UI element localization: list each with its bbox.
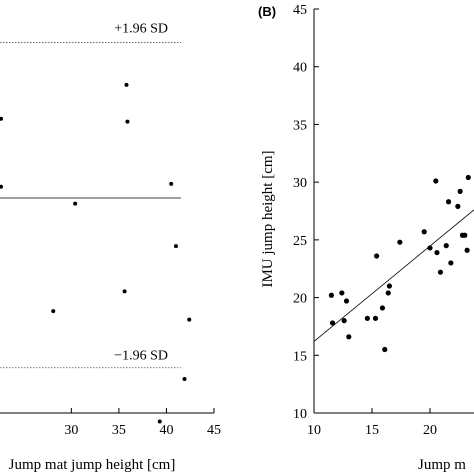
panel-b-point: [346, 334, 352, 340]
panel-a-point: [122, 289, 127, 294]
panel-a-point: [182, 377, 187, 382]
panel-b-y-axis-label: IMU jump height [cm]: [260, 150, 276, 287]
panel-a-points: [0, 82, 192, 424]
panel-b-point: [448, 260, 454, 266]
panel-a-bland-altman: 30 35 40 45 +1.96 SD −1.96 SD Jump mat jump…: [0, 21, 221, 473]
panel-a-point: [51, 309, 56, 314]
panel-b-point: [372, 315, 379, 321]
panel-b-y-tick-label: 20: [293, 292, 307, 307]
panel-a-upper-limit-label: +1.96 SD: [114, 21, 168, 36]
panel-b-point: [382, 346, 388, 353]
panel-b-x-axis-label: Jump m: [418, 457, 466, 473]
panel-b-y-tick-label: 10: [293, 407, 307, 422]
panel-b-point: [397, 239, 403, 245]
panel-b-point: [385, 290, 391, 296]
panel-a-point: [0, 184, 3, 189]
panel-b-point: [427, 245, 433, 251]
panel-a-x-tick-label: 30: [64, 423, 78, 438]
panel-b-points: [328, 174, 471, 353]
panel-b-point: [433, 178, 439, 184]
panel-b-tag: (B): [258, 4, 276, 19]
panel-b-point: [364, 315, 370, 321]
panel-b-y-tick-label: 40: [293, 61, 307, 76]
panel-a-x-tick-label: 35: [112, 423, 126, 438]
panel-b-x-tick-label: 20: [423, 423, 437, 438]
panel-b-point: [374, 253, 380, 259]
panel-b-x-tick-label: 15: [365, 423, 379, 438]
panel-b-point: [462, 232, 468, 238]
panel-a-x-tick-label: 40: [159, 423, 173, 438]
panel-b-point: [379, 305, 386, 311]
panel-b-y-ticks: 10 15 20 25 30 35 40 45: [293, 3, 319, 422]
panel-b-y-tick-label: 15: [293, 349, 307, 364]
panel-b-point: [339, 290, 345, 296]
panel-a-x-ticks: 30 35 40 45: [64, 408, 221, 438]
panel-a-point: [187, 317, 192, 322]
panel-b-point: [464, 247, 470, 253]
panel-b-point: [457, 188, 463, 194]
panel-b-y-tick-label: 30: [293, 176, 307, 191]
panel-b-y-tick-label: 25: [293, 234, 307, 249]
panel-b-point: [421, 229, 427, 235]
panel-a-point: [124, 82, 129, 87]
panel-a-point: [173, 244, 178, 249]
panel-b-point: [343, 298, 350, 304]
panel-b-point: [445, 199, 452, 205]
panel-a-point: [169, 181, 174, 186]
panel-b-point: [455, 203, 461, 209]
panel-b-scatter: (B) 10 15 20 25 30 35 40 45 10 15 20 IMU jump hei…: [258, 3, 474, 473]
panel-a-point: [73, 201, 78, 206]
panel-b-regression-line: [313, 209, 474, 342]
panel-a-point: [0, 116, 3, 121]
panel-a-lower-limit-label: −1.96 SD: [114, 349, 168, 364]
panel-b-point: [328, 292, 334, 298]
panel-a-x-axis-label: Jump mat jump height [cm]: [9, 457, 176, 473]
panel-b-y-tick-label: 45: [293, 3, 307, 18]
panel-b-x-tick-label: 10: [307, 423, 321, 438]
panel-b-point: [341, 318, 347, 324]
panel-a-x-tick-label: 45: [207, 423, 221, 438]
panel-a-point: [157, 419, 162, 424]
panel-b-point: [434, 249, 440, 256]
panel-a-point: [125, 119, 130, 124]
panel-b-point: [386, 283, 392, 289]
panel-b-point: [465, 174, 471, 181]
panel-b-point: [443, 243, 449, 249]
panel-b-y-tick-label: 35: [293, 118, 307, 133]
panel-b-x-ticks: 10 15 20: [307, 408, 437, 438]
panel-b-point: [329, 320, 336, 326]
panel-b-point: [437, 269, 444, 275]
